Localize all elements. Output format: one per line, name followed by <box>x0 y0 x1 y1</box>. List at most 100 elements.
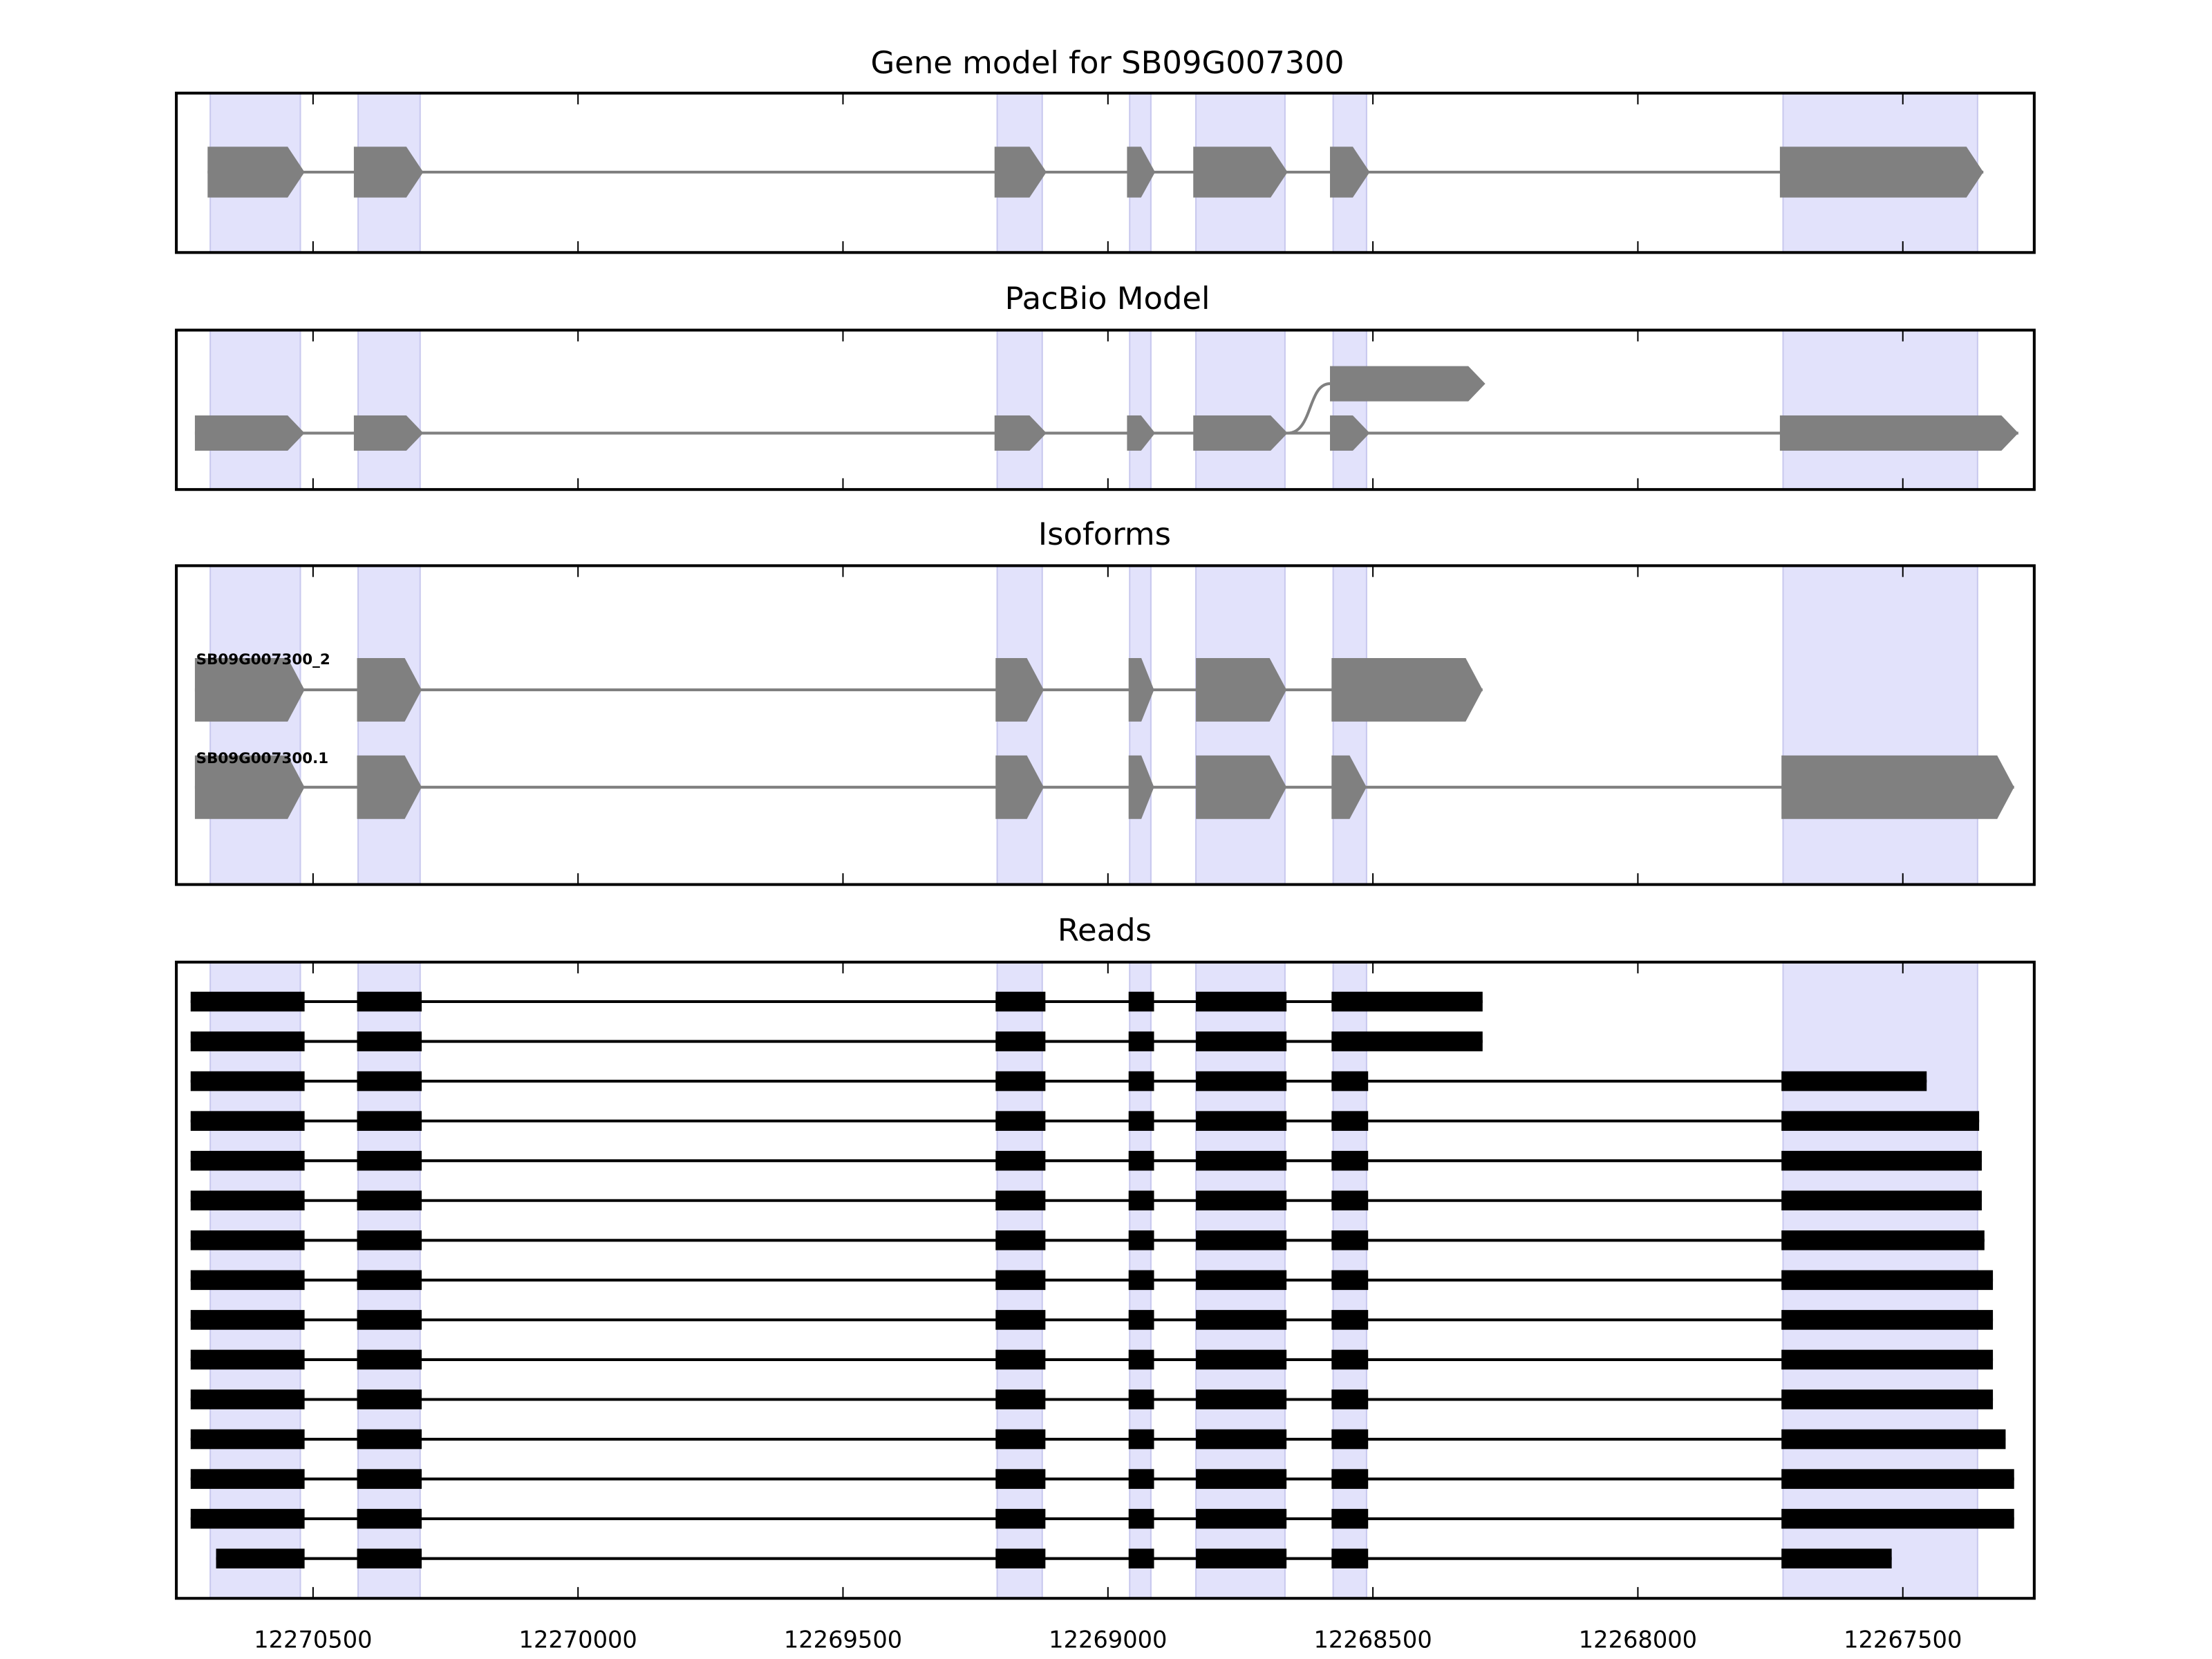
read-exon-block <box>1128 1031 1154 1051</box>
x-tick-label: 12270000 <box>519 1627 637 1653</box>
read-exon-block <box>1331 1508 1369 1529</box>
read-row <box>190 1031 1483 1051</box>
read-exon-block <box>190 1270 305 1291</box>
exon-shade-band <box>357 329 421 491</box>
read-exon-block <box>1331 1071 1369 1091</box>
read-row <box>190 1150 1982 1171</box>
read-exon-block <box>1331 1469 1369 1489</box>
read-exon-block <box>1781 1548 1892 1568</box>
isoform-label: SB09G007300_2 <box>196 651 330 668</box>
read-exon-block <box>190 1190 305 1211</box>
read-exon-block <box>1781 1508 2014 1529</box>
isoforms-title: Isoforms <box>1038 516 1171 552</box>
x-tick-label: 12269500 <box>784 1627 902 1653</box>
read-exon-block <box>1781 1190 1982 1211</box>
read-exon-block <box>1331 1270 1369 1291</box>
read-exon-block <box>1128 1389 1154 1409</box>
read-exon-block <box>1781 1111 1980 1131</box>
read-exon-block <box>1781 1469 2014 1489</box>
exon-arrow <box>1128 755 1154 819</box>
read-exon-block <box>190 1150 305 1171</box>
read-exon-block <box>190 1429 305 1450</box>
read-exon-block <box>190 991 305 1012</box>
read-exon-block <box>357 1111 422 1131</box>
exon-arrow <box>1331 755 1367 819</box>
read-exon-block <box>995 1111 1046 1131</box>
read-exon-block <box>357 1508 422 1529</box>
read-exon-block <box>1781 1429 2006 1450</box>
read-exon-block <box>1196 1429 1287 1450</box>
read-exon-block <box>1196 1548 1287 1568</box>
exon-arrow <box>194 415 305 451</box>
exon-shade-band <box>1129 565 1152 885</box>
read-exon-block <box>357 1429 422 1450</box>
exon-arrow <box>1127 147 1156 198</box>
read-exon-block <box>1196 1071 1287 1091</box>
read-exon-block <box>1196 1389 1287 1409</box>
read-exon-block <box>190 1349 305 1370</box>
exon-arrow <box>1779 415 2018 451</box>
read-exon-block <box>995 1508 1046 1529</box>
gene-model-title: Gene model for SB09G007300 <box>870 44 1344 81</box>
read-exon-block <box>190 1469 305 1489</box>
read-exon-block <box>1781 1310 1994 1330</box>
read-exon-block <box>1196 1270 1287 1291</box>
read-exon-block <box>190 1508 305 1529</box>
read-exon-block <box>1781 1230 1985 1250</box>
read-exon-block <box>1781 1349 1994 1370</box>
read-row <box>190 991 1483 1012</box>
read-exon-block <box>995 1071 1046 1091</box>
exon-arrow <box>1128 658 1154 722</box>
pacbio-model-title: PacBio Model <box>1005 280 1210 317</box>
exon-arrow <box>1330 147 1370 198</box>
read-exon-block <box>1128 1548 1154 1568</box>
read-exon-block <box>190 1230 305 1250</box>
read-exon-block <box>357 1230 422 1250</box>
exon-shade-band <box>1195 565 1286 885</box>
read-row <box>190 1230 1985 1250</box>
read-exon-block <box>1331 1031 1483 1051</box>
panel-frame <box>175 91 2036 254</box>
read-exon-block <box>1196 1111 1287 1131</box>
exon-arrow <box>353 147 424 198</box>
read-exon-block <box>995 1230 1046 1250</box>
read-row <box>190 1071 1927 1091</box>
read-row <box>190 1389 1994 1409</box>
x-tick-label: 12269000 <box>1049 1627 1167 1653</box>
read-exon-block <box>190 1389 305 1409</box>
read-exon-block <box>1196 1469 1287 1489</box>
read-exon-block <box>995 1429 1046 1450</box>
read-exon-block <box>1331 1230 1369 1250</box>
read-row <box>190 1310 1994 1330</box>
exon-arrow <box>194 755 305 819</box>
exon-shade-band <box>357 565 421 885</box>
read-exon-block <box>1128 1190 1154 1211</box>
exon-arrow <box>1193 147 1288 198</box>
read-exon-block <box>1196 1190 1287 1211</box>
read-exon-block <box>357 1071 422 1091</box>
read-exon-block <box>357 1270 422 1291</box>
exon-arrow <box>995 755 1044 819</box>
read-exon-block <box>995 1548 1046 1568</box>
read-exon-block <box>1128 1270 1154 1291</box>
exon-shade-band <box>1195 329 1286 491</box>
exon-arrow <box>1330 415 1370 451</box>
panel-frame <box>175 328 2036 491</box>
read-exon-block <box>995 1270 1046 1291</box>
exon-arrow <box>207 147 305 198</box>
read-exon-block <box>1128 1429 1154 1450</box>
isoform-label: SB09G007300.1 <box>196 750 329 767</box>
alt-splice-connector <box>1287 382 1331 435</box>
read-exon-block <box>357 1031 422 1051</box>
exon-shade-band <box>1782 565 1978 885</box>
read-exon-block <box>995 991 1046 1012</box>
exon-arrow <box>1781 755 2014 819</box>
exon-shade-band <box>209 565 301 885</box>
exon-arrow <box>1196 755 1287 819</box>
read-exon-block <box>1128 1469 1154 1489</box>
read-exon-block <box>1331 1429 1369 1450</box>
read-exon-block <box>1781 1389 1994 1409</box>
read-exon-block <box>1128 991 1154 1012</box>
exon-arrow <box>994 147 1047 198</box>
read-exon-block <box>357 1548 422 1568</box>
